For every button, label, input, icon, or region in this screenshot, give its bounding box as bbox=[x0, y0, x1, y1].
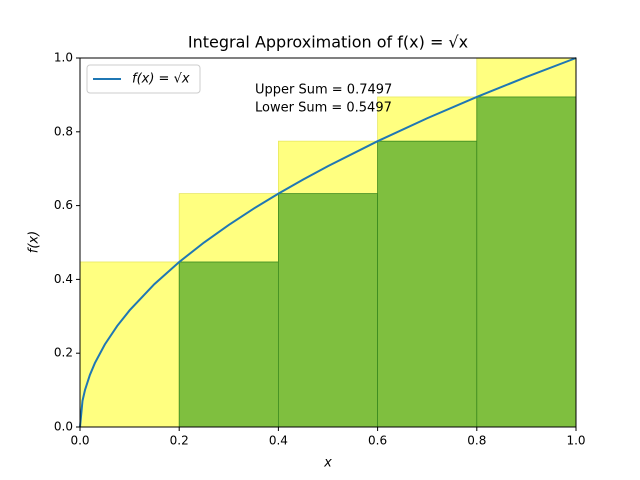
bar bbox=[377, 140, 478, 428]
bar bbox=[476, 96, 577, 428]
y-tick-label: 0.6 bbox=[54, 198, 73, 212]
x-axis-label: x bbox=[323, 456, 332, 471]
y-tick-label: 0.2 bbox=[54, 346, 73, 360]
bar bbox=[79, 261, 180, 428]
x-tick-label: 0.0 bbox=[70, 434, 89, 448]
y-tick-label: 0.0 bbox=[54, 420, 73, 434]
legend-box bbox=[86, 64, 201, 94]
curve bbox=[79, 57, 577, 428]
annotation: Upper Sum = 0.7497 bbox=[255, 83, 392, 98]
plot-frame bbox=[79, 57, 577, 428]
bar bbox=[178, 261, 279, 428]
x-tick-label: 0.4 bbox=[269, 434, 288, 448]
legend-label: f(x) = √x bbox=[132, 72, 190, 87]
chart-title: Integral Approximation of f(x) = √x bbox=[188, 33, 468, 52]
y-tick-label: 0.8 bbox=[54, 124, 73, 138]
y-tick-label: 0.4 bbox=[54, 272, 73, 286]
x-tick-label: 0.6 bbox=[368, 434, 387, 448]
x-tick-label: 1.0 bbox=[566, 434, 585, 448]
annotation: Lower Sum = 0.5497 bbox=[255, 101, 392, 116]
x-tick-label: 0.8 bbox=[467, 434, 486, 448]
y-axis-label: f(x) bbox=[27, 231, 42, 253]
bar bbox=[277, 193, 378, 428]
x-tick-label: 0.2 bbox=[170, 434, 189, 448]
y-tick-label: 1.0 bbox=[54, 51, 73, 65]
